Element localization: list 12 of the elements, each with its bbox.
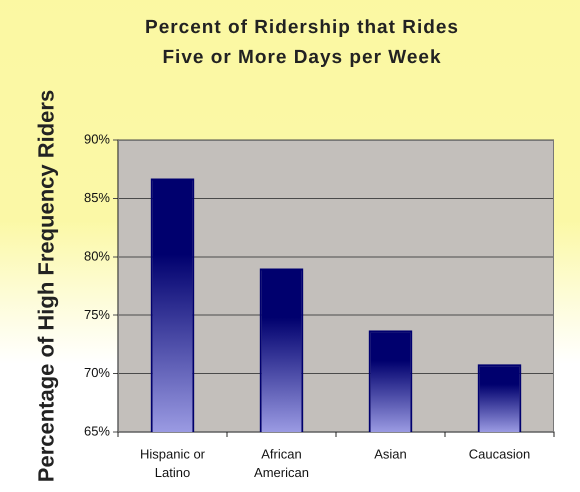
y-tick-label: 70% [84, 365, 110, 380]
y-tick-label: 90% [84, 132, 110, 147]
chart-title: Percent of Ridership that Rides Five or More Days per Week [144, 16, 460, 70]
x-tick-label: Asian [374, 446, 407, 462]
y-tick-label: 85% [84, 190, 110, 205]
y-axis-title: Percentage of High Frequency Riders [33, 90, 58, 482]
x-tick-label: African American [254, 446, 309, 480]
y-tick-label: 80% [84, 248, 110, 264]
x-tick-label: Hispanic or Latino [140, 446, 206, 480]
y-tick-label: 65% [84, 424, 110, 439]
x-tick-label: Caucasion [468, 446, 530, 462]
y-tick-label: 75% [84, 306, 110, 322]
